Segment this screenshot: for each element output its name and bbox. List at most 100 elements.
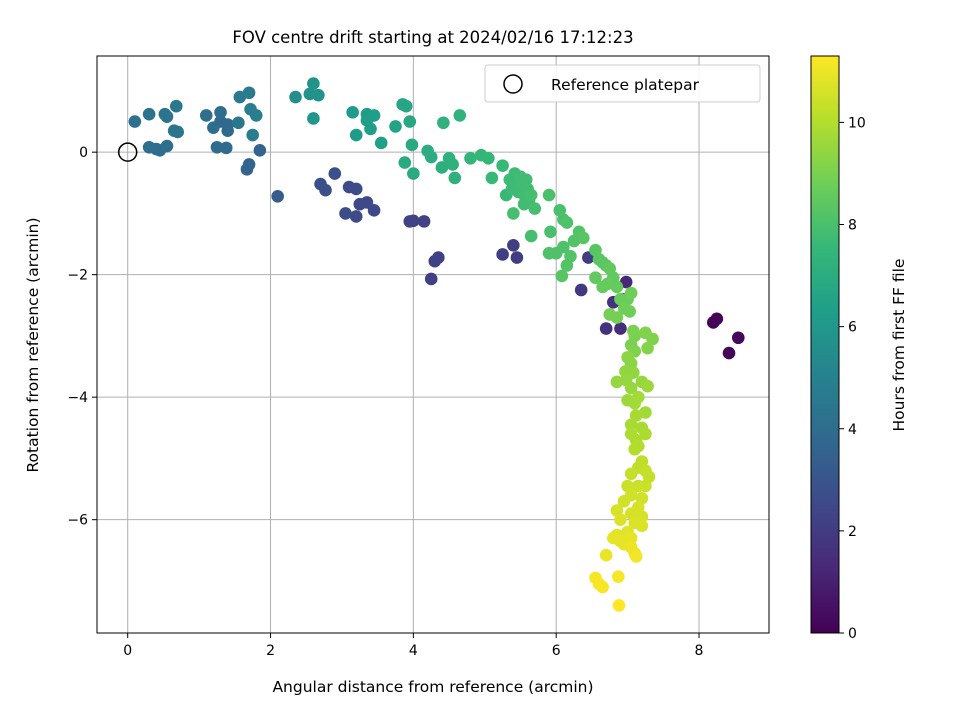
data-point [437,116,450,130]
legend: Reference platepar [484,64,761,103]
data-point [271,189,284,203]
data-point [614,513,627,526]
data-point [242,86,256,100]
x-tick-label: 6 [552,643,561,659]
data-point [635,519,649,533]
data-point [485,171,499,185]
data-point [214,106,227,119]
data-point [639,427,652,441]
chart-title: FOV centre drift starting at 2024/02/16 … [232,28,633,47]
data-point [349,128,363,142]
data-point [646,332,659,346]
data-point [577,231,590,245]
data-point [339,207,352,220]
data-point [496,159,509,172]
data-point [555,269,569,283]
colorbar-tick-label: 6 [848,320,857,336]
reference-platepar-marker [117,142,138,162]
colorbar: 0 2 4 6 8 10 Hours from first FF file [810,55,908,642]
data-point [589,271,602,285]
axes-frame [96,55,770,634]
data-point [560,216,574,229]
data-point [619,275,633,289]
colorbar-frame [810,55,840,634]
colorbar-tick-label: 2 [848,524,857,540]
data-point [641,379,654,393]
y-tick-label: −6 [67,513,88,529]
data-point [249,109,263,122]
data-point [403,115,417,128]
data-point [319,183,332,197]
data-point [482,151,495,165]
data-point [731,331,745,345]
colorbar-tick-label: 0 [848,626,857,642]
data-point [199,109,213,122]
data-point [617,495,631,508]
colorbar-tick-label: 4 [848,422,857,438]
data-point [448,171,462,185]
x-tick-label: 8 [695,643,704,659]
x-axis-label: Angular distance from reference (arcmin) [272,678,593,696]
data-point [446,158,459,171]
data-point [507,238,520,252]
colorbar-scale [811,56,839,633]
data-point [542,188,556,202]
data-point [596,580,609,594]
data-point [405,138,419,152]
data-point [307,77,320,90]
data-point [528,202,542,215]
data-point [623,305,637,318]
data-point [629,409,643,422]
data-point [624,418,638,432]
data-point [453,109,467,122]
data-point [232,116,245,130]
data-point [424,272,438,286]
data-point [639,479,652,493]
data-point [610,311,624,324]
x-tick-label: 4 [409,643,418,659]
data-point [424,150,438,164]
scatter-points [128,77,745,612]
data-point [364,122,377,136]
data-point [612,599,626,612]
data-point [171,125,184,139]
data-point [160,110,174,123]
data-point [289,90,302,104]
data-point [599,548,613,562]
y-tick-label: −4 [67,390,88,406]
data-point [169,99,183,113]
plot-area: 0 2 4 6 8 −6 −4 −2 0 [67,55,770,659]
data-point [349,210,363,223]
data-point [641,341,654,355]
data-point [432,251,445,264]
y-tick-label: 0 [79,145,88,161]
data-point [614,322,627,335]
data-point [417,215,431,228]
data-point [342,180,356,194]
colorbar-tick-label: 10 [848,115,866,131]
data-point [624,381,638,395]
y-axis-label: Rotation from reference (arcmin) [24,217,42,472]
data-point [407,167,420,180]
data-point [510,251,524,264]
data-point [367,109,381,122]
data-point [240,163,254,176]
data-point [142,140,156,154]
data-point [544,225,557,239]
data-point [628,442,642,456]
data-point [507,207,520,220]
data-point [524,229,538,243]
data-point [632,390,645,404]
data-point [374,136,388,150]
data-point [246,128,259,142]
data-point [353,197,367,211]
x-axis-ticks: 0 2 4 6 8 [123,633,703,659]
data-point [722,346,736,360]
data-point [599,322,613,335]
data-point [219,141,233,155]
data-point [210,140,224,154]
data-point [346,106,359,119]
data-point [253,144,267,157]
